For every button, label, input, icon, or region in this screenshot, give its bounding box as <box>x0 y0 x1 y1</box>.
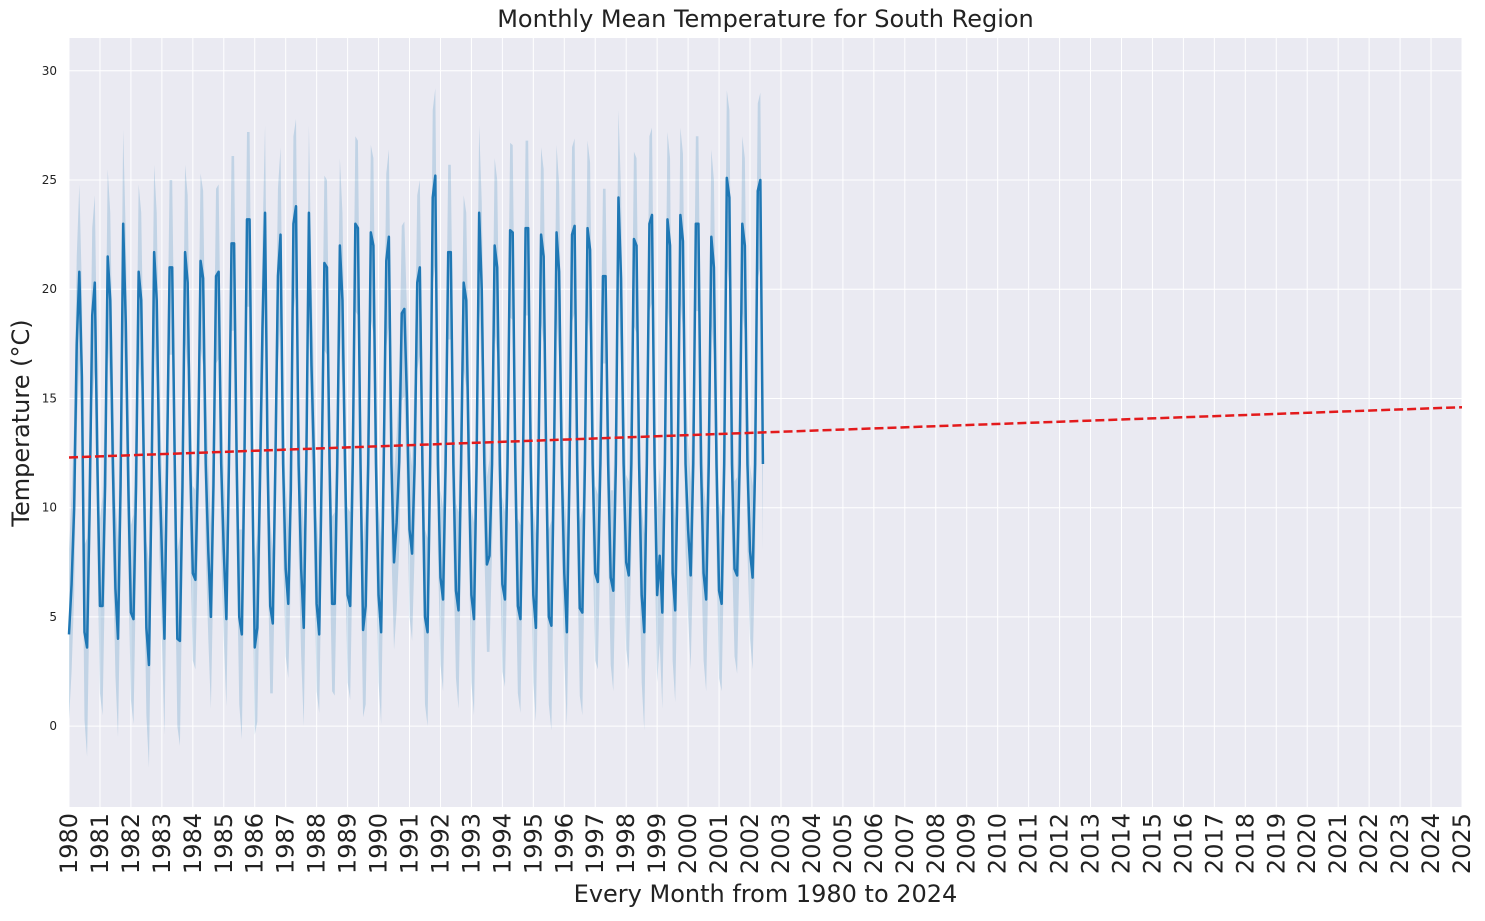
x-tick-label: 1990 <box>365 813 393 874</box>
x-tick-label: 2016 <box>1169 813 1197 874</box>
x-tick-label: 1997 <box>581 813 609 874</box>
x-tick-label: 1989 <box>334 813 362 874</box>
y-tick-label: 30 <box>42 64 57 78</box>
y-tick-label: 5 <box>49 610 57 624</box>
y-tick-label: 0 <box>49 719 57 733</box>
x-tick-label: 2012 <box>1046 813 1074 874</box>
x-tick-label: 2014 <box>1107 813 1135 874</box>
x-tick-label: 2018 <box>1231 813 1259 874</box>
trend-line <box>68 405 1463 459</box>
x-tick-label: 1988 <box>303 813 331 874</box>
x-tick-label: 2004 <box>798 813 826 874</box>
y-tick-label: 15 <box>42 391 57 405</box>
temperature-line <box>67 174 765 667</box>
x-tick-label: 1983 <box>148 813 176 874</box>
x-tick-label: 2019 <box>1262 813 1290 874</box>
x-tick-label: 2007 <box>891 813 919 874</box>
x-tick-label: 2022 <box>1355 813 1383 874</box>
grid-lines <box>68 38 1463 807</box>
x-tick-label: 2013 <box>1077 813 1105 874</box>
x-axis-ticks: 1980 1981 1982 1983 1984 1985 1986 1987 1988 1989… <box>55 813 1476 874</box>
x-tick-label: 2021 <box>1324 813 1352 874</box>
x-tick-label: 2006 <box>860 813 888 874</box>
series-lines <box>67 174 1463 667</box>
x-tick-label: 1999 <box>643 813 671 874</box>
x-tick-label: 1995 <box>519 813 547 874</box>
y-axis-ticks: 0 5 10 15 20 25 30 <box>42 64 57 733</box>
y-tick-label: 25 <box>42 173 57 187</box>
y-tick-label: 20 <box>42 282 57 296</box>
x-tick-label: 2023 <box>1386 813 1414 874</box>
chart-title: Monthly Mean Temperature for South Regio… <box>497 5 1034 33</box>
y-tick-label: 10 <box>42 501 57 515</box>
x-tick-label: 2003 <box>767 813 795 874</box>
x-tick-label: 2002 <box>736 813 764 874</box>
x-tick-label: 2017 <box>1200 813 1228 874</box>
x-tick-label: 1998 <box>612 813 640 874</box>
x-tick-label: 2020 <box>1293 813 1321 874</box>
x-tick-label: 1984 <box>179 813 207 874</box>
x-tick-label: 2008 <box>922 813 950 874</box>
x-tick-label: 1980 <box>55 813 83 874</box>
plot-area <box>69 38 1462 807</box>
x-tick-label: 2024 <box>1417 813 1445 874</box>
x-tick-label: 1985 <box>210 813 238 874</box>
x-tick-label: 2025 <box>1448 813 1476 874</box>
x-tick-label: 2010 <box>984 813 1012 874</box>
x-axis-title: Every Month from 1980 to 2024 <box>573 880 958 908</box>
x-tick-label: 1991 <box>396 813 424 874</box>
x-tick-label: 1992 <box>426 813 454 874</box>
x-tick-label: 1993 <box>457 813 485 874</box>
x-tick-label: 2000 <box>674 813 702 874</box>
x-tick-label: 2015 <box>1138 813 1166 874</box>
x-tick-label: 1982 <box>117 813 145 874</box>
x-tick-label: 2001 <box>705 813 733 874</box>
x-tick-label: 2009 <box>953 813 981 874</box>
x-tick-label: 2005 <box>829 813 857 874</box>
x-tick-label: 1996 <box>550 813 578 874</box>
x-tick-label: 1994 <box>488 813 516 874</box>
x-tick-label: 2011 <box>1015 813 1043 874</box>
x-tick-label: 1987 <box>272 813 300 874</box>
x-tick-label: 1981 <box>86 813 114 874</box>
x-tick-label: 1986 <box>241 813 269 874</box>
